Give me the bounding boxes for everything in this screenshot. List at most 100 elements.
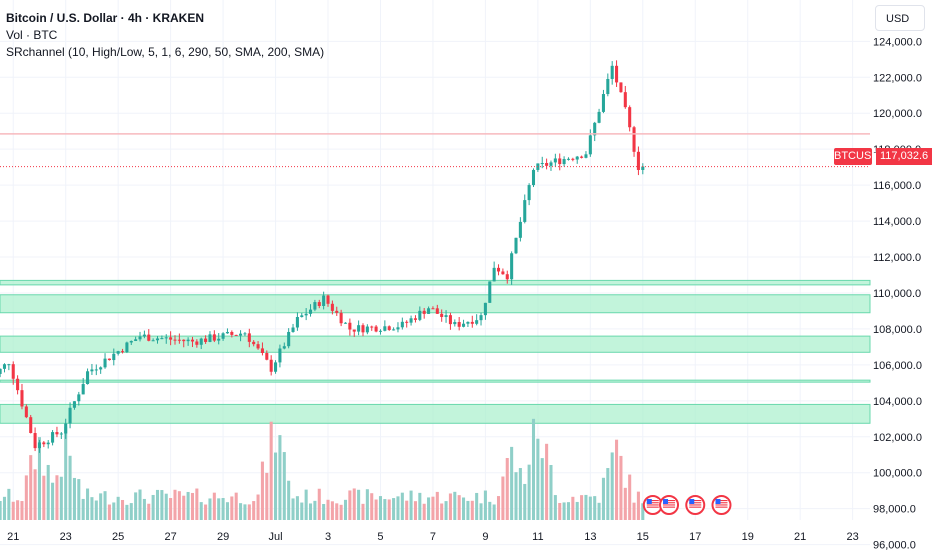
flag-stripe	[663, 502, 676, 504]
candle-body	[326, 295, 330, 304]
volume-bar	[265, 472, 269, 520]
candle-body	[597, 111, 601, 123]
symbol-title[interactable]: Bitcoin / U.S. Dollar · 4h · KRAKEN	[6, 11, 205, 25]
volume-bar	[514, 472, 518, 520]
candle-body	[558, 158, 562, 165]
candle-body	[357, 325, 361, 332]
flag-field	[689, 499, 702, 508]
us-flag-event-icon[interactable]	[659, 495, 680, 515]
candle-body	[72, 401, 76, 408]
time-axis[interactable]: 21 23 25 27 29 Jul 3 5 7 9 11 13 15 17 19 21 23	[7, 531, 859, 543]
candle-body	[575, 156, 579, 160]
us-flag-event-icon[interactable]	[711, 495, 732, 515]
candle-body	[190, 339, 195, 342]
candle-body	[239, 333, 243, 336]
volume-bar	[540, 458, 544, 520]
candle-body	[431, 308, 435, 310]
volume-bar	[619, 455, 623, 520]
candle-body	[317, 302, 321, 306]
volume-bar	[440, 503, 444, 520]
volume-bar	[186, 491, 190, 520]
volume-bar	[42, 475, 46, 520]
volume-bar	[291, 498, 295, 520]
volume-bar	[164, 493, 168, 520]
volume-bar	[361, 503, 365, 520]
flag-stripe	[663, 500, 676, 502]
candle-body	[330, 303, 334, 311]
candle-body	[225, 331, 229, 334]
volume-bar	[199, 502, 203, 520]
volume-bar	[313, 500, 317, 520]
candle-body	[448, 315, 452, 325]
volume-bar	[16, 500, 20, 520]
candle-body	[505, 274, 509, 280]
volume-bar	[72, 477, 76, 520]
volume-bar	[566, 502, 571, 520]
candle-body	[173, 339, 177, 341]
candle-body	[16, 378, 20, 391]
candle-body	[199, 338, 203, 345]
candle-body	[147, 334, 151, 341]
volume-bar	[204, 504, 208, 520]
candle-body	[247, 333, 251, 342]
volume-bar	[94, 500, 98, 520]
volume-bar	[400, 492, 404, 520]
candle-body	[252, 341, 256, 345]
volume-bar	[435, 491, 439, 520]
candle-body	[405, 321, 409, 323]
volume-bar	[274, 452, 278, 520]
volume-bar	[121, 499, 125, 520]
price-tick-label: 100,000.0	[873, 468, 922, 480]
price-axis[interactable]: 96,000.0 98,000.0 100,000.0 102,000.0 104,00…	[873, 36, 922, 550]
event-markers[interactable]	[642, 495, 732, 515]
candle-body	[2, 364, 7, 369]
us-flag-event-icon[interactable]	[642, 495, 663, 515]
candle-body	[99, 367, 103, 370]
volume-bar	[169, 498, 173, 520]
candle-body	[514, 237, 518, 254]
candle-body	[112, 353, 116, 361]
volume-bar	[90, 497, 94, 520]
volume-bar	[51, 482, 55, 520]
price-lines	[0, 133, 870, 168]
candle-body	[155, 338, 160, 341]
candle-body	[304, 313, 308, 316]
volume-bar	[352, 488, 356, 520]
candle-body	[260, 348, 264, 354]
candle-body	[374, 326, 378, 332]
srchannel-indicator-label[interactable]: SRchannel (10, High/Low, 5, 1, 6, 290, 5…	[6, 45, 325, 59]
volume-bar	[470, 500, 474, 520]
candle-body	[256, 344, 260, 349]
volume-bar	[623, 487, 627, 520]
volume-bar	[81, 498, 85, 520]
candle-body	[274, 362, 278, 372]
candle-body	[409, 318, 413, 323]
volume-bar	[387, 499, 391, 520]
volume-bar	[239, 503, 243, 520]
volume-bar	[260, 461, 264, 520]
volume-bar	[125, 504, 129, 520]
candle-body	[160, 338, 164, 340]
candle-body	[365, 326, 369, 333]
volume-bar	[562, 502, 566, 520]
us-flag-event-icon[interactable]	[685, 495, 706, 515]
flag-stripe	[689, 504, 702, 506]
currency-button[interactable]: USD	[875, 5, 925, 31]
candle-body	[378, 330, 383, 332]
candle-body	[37, 442, 41, 449]
volume-bar	[190, 492, 195, 520]
volume-indicator-label[interactable]: Vol · BTC	[6, 28, 58, 42]
volume-bar	[86, 488, 90, 520]
candle-body	[462, 323, 466, 327]
volume-bar	[225, 502, 229, 520]
volume-bar	[610, 452, 614, 520]
flag-stripe	[646, 506, 659, 508]
candle-body	[59, 433, 63, 435]
candle-body	[510, 253, 514, 280]
price-tick-label: 108,000.0	[873, 324, 922, 336]
flag-canton	[689, 499, 695, 504]
candle-body	[636, 151, 640, 170]
candle-body	[282, 346, 286, 349]
time-tick-label: 21	[794, 531, 806, 543]
